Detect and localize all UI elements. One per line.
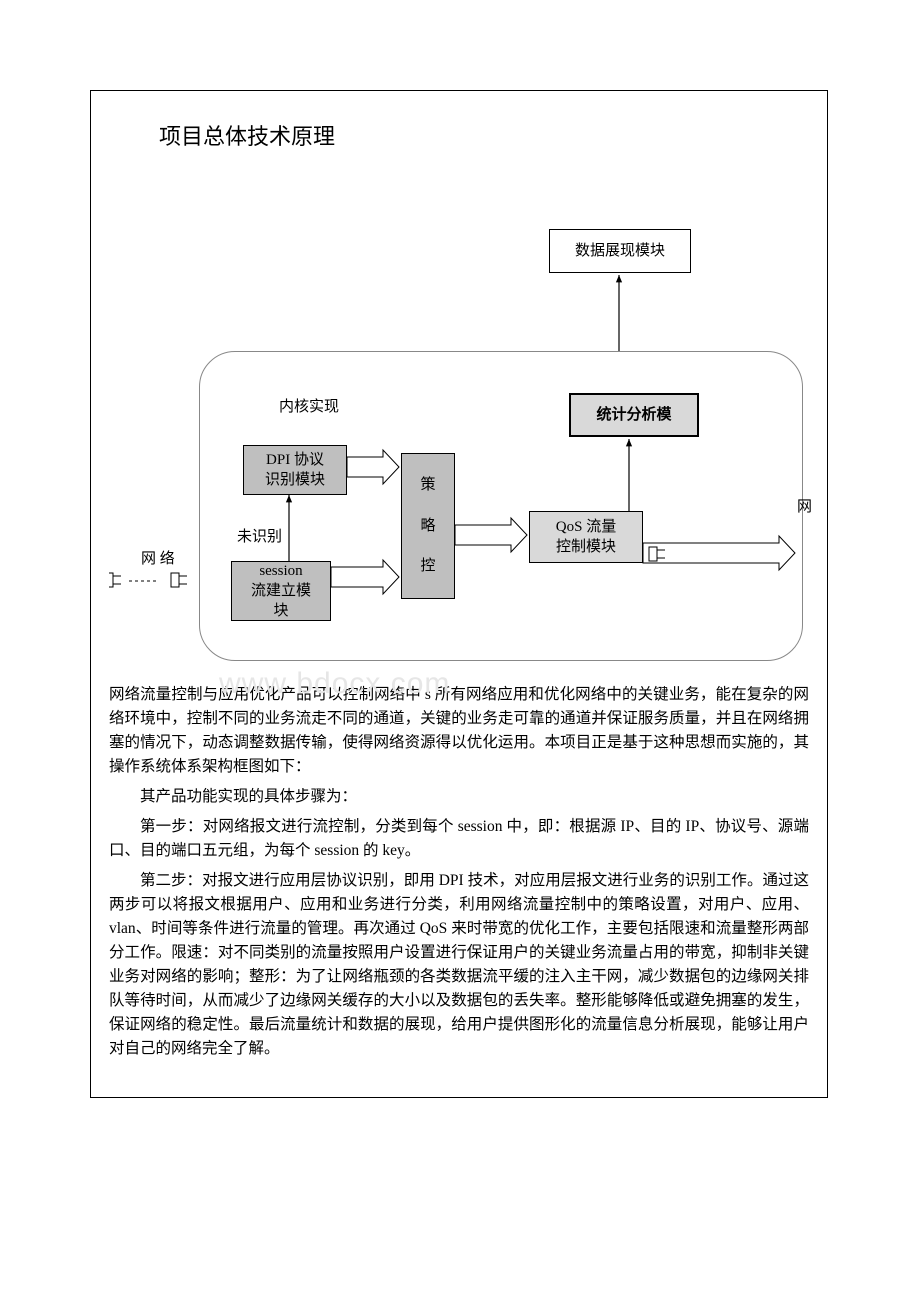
- body-text: 网络流量控制与应用优化产品可以控制网络中 s 所有网络应用和优化网络中的关键业务…: [109, 683, 809, 1061]
- node-session: session 流建立模 块: [231, 561, 331, 621]
- node-policy: 策 略 控: [401, 453, 455, 599]
- paragraph-4: 第二步：对报文进行应用层协议识别，即用 DPI 技术，对应用层报文进行业务的识别…: [109, 869, 809, 1061]
- kernel-label: 内核实现: [279, 395, 339, 416]
- page-container: 项目总体技术原理 www bdocx com 内核实现 数据展现模块 统计分析模…: [90, 90, 828, 1098]
- label-net-out: 网: [797, 495, 812, 516]
- label-network-in: 网 络: [141, 547, 175, 568]
- node-dpi: DPI 协议 识别模块: [243, 445, 347, 495]
- node-qos: QoS 流量 控制模块: [529, 511, 643, 563]
- page-title: 项目总体技术原理: [159, 119, 809, 151]
- paragraph-1: 网络流量控制与应用优化产品可以控制网络中 s 所有网络应用和优化网络中的关键业务…: [109, 683, 809, 779]
- diagram: www bdocx com 内核实现 数据展现模块 统计分析模 DPI 协议 识…: [109, 167, 809, 677]
- paragraph-2: 其产品功能实现的具体步骤为：: [109, 785, 809, 809]
- paragraph-3: 第一步：对网络报文进行流控制，分类到每个 session 中，即：根据源 IP、…: [109, 815, 809, 863]
- label-identified: 已识: [353, 563, 383, 584]
- node-data-display: 数据展现模块: [549, 229, 691, 273]
- label-unidentified: 未识别: [237, 525, 282, 546]
- node-stats: 统计分析模: [569, 393, 699, 437]
